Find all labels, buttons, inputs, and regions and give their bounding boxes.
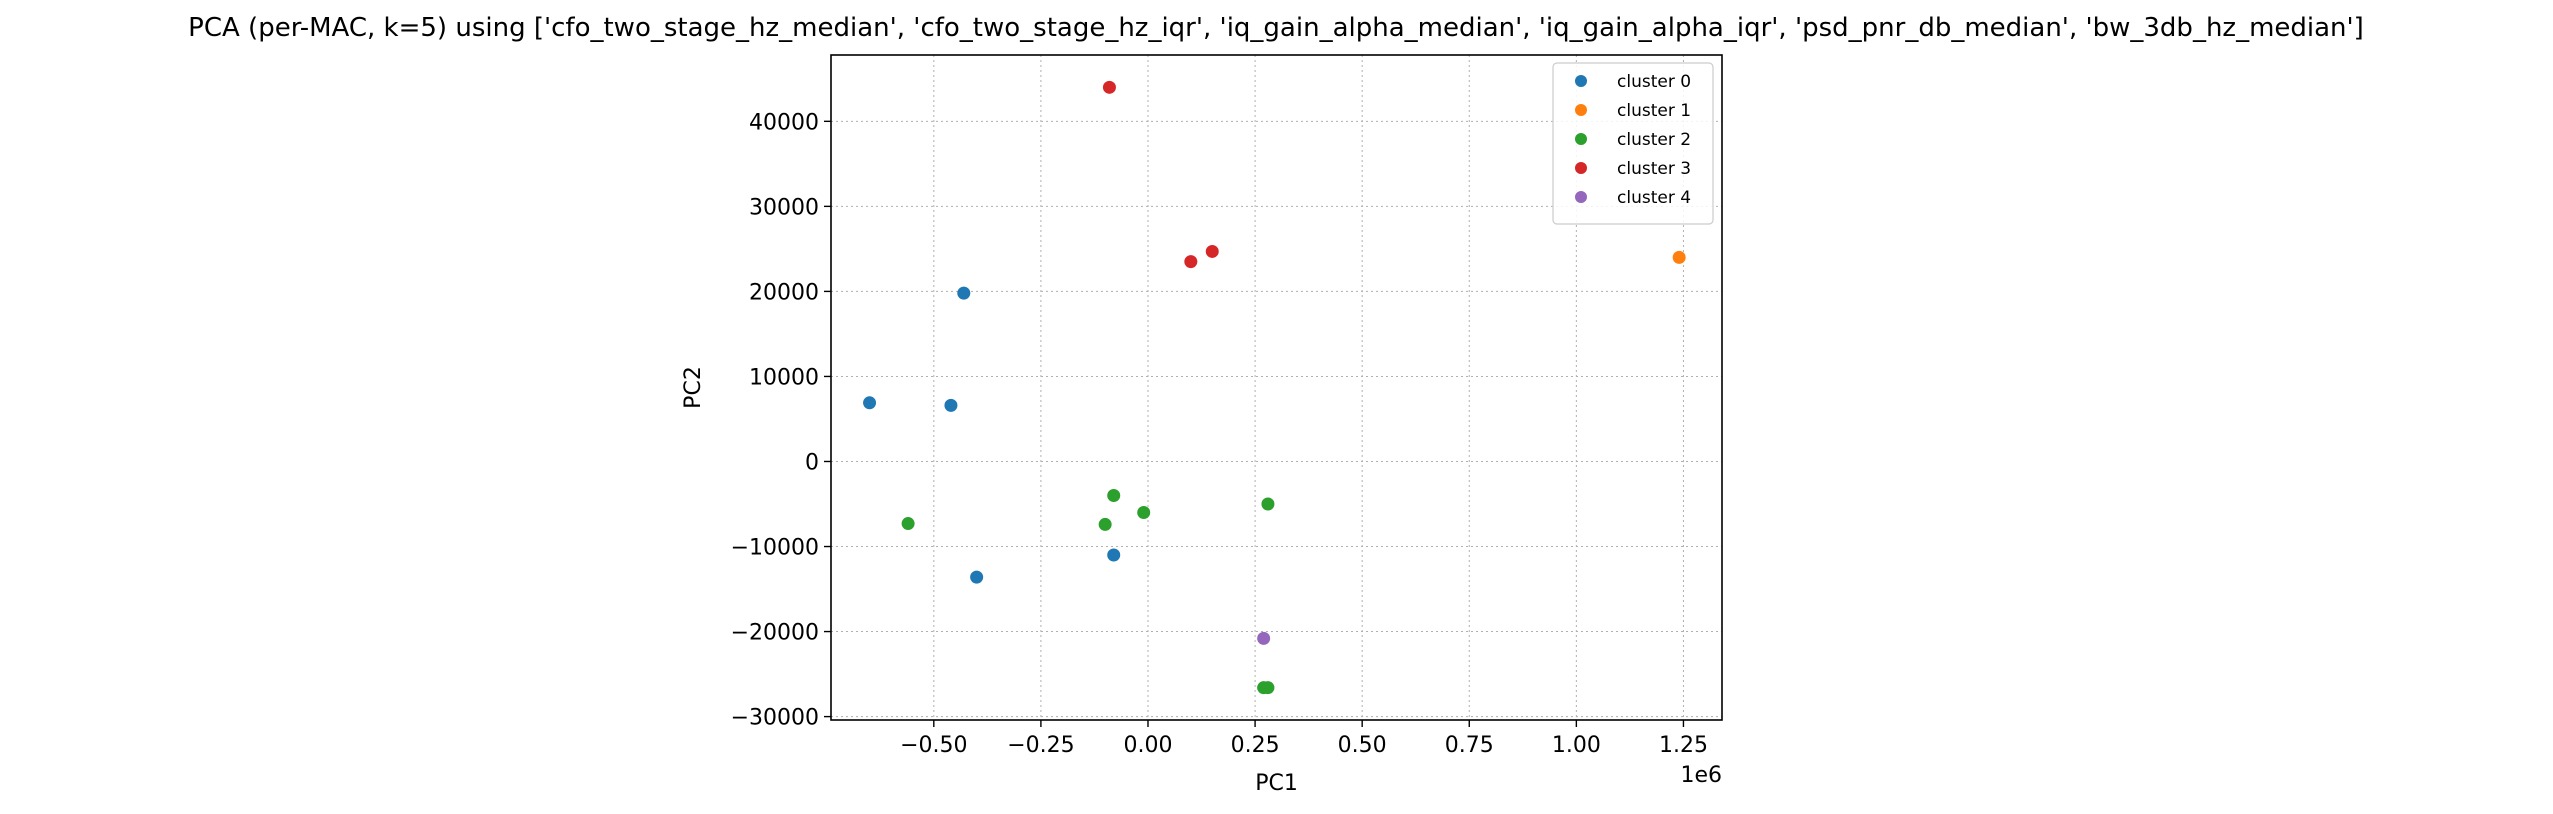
legend-label: cluster 0 <box>1617 72 1691 92</box>
scatter-point-cluster-4 <box>1257 631 1271 645</box>
scatter-point-cluster-0 <box>863 396 877 410</box>
x-axis-label: PC1 <box>1255 771 1298 796</box>
x-tick-label: −0.50 <box>900 733 967 758</box>
y-tick-label: 30000 <box>749 195 819 220</box>
legend-marker <box>1575 191 1587 203</box>
x-tick-label: 0.25 <box>1231 733 1280 758</box>
legend-label: cluster 3 <box>1617 159 1691 179</box>
scatter-point-cluster-0 <box>970 570 984 584</box>
legend-marker <box>1575 104 1587 116</box>
scatter-point-cluster-2 <box>1261 497 1275 511</box>
y-axis-label: PC2 <box>681 366 706 409</box>
legend: cluster 0 cluster 1 cluster 2 cluster 3 clus… <box>1552 62 1714 225</box>
x-tick-label: 0.50 <box>1338 733 1387 758</box>
y-tick-label: 40000 <box>749 110 819 135</box>
y-tick-label: −10000 <box>731 536 819 561</box>
legend-marker <box>1575 162 1587 174</box>
scatter-point-cluster-2 <box>1098 517 1112 531</box>
y-tick-label: −30000 <box>731 706 819 731</box>
scatter-point-cluster-2 <box>1137 506 1151 520</box>
legend-label: cluster 4 <box>1617 188 1691 208</box>
y-tick-label: 10000 <box>749 365 819 390</box>
x-axis-ticks: −0.50 −0.25 0.00 0.25 0.50 0.75 1.00 1.25 <box>900 720 1708 758</box>
legend-box <box>1552 62 1714 225</box>
y-tick-label: 20000 <box>749 280 819 305</box>
y-tick-label: 0 <box>805 450 819 475</box>
legend-label: cluster 1 <box>1617 101 1691 121</box>
legend-marker <box>1575 133 1587 145</box>
x-tick-label: 0.00 <box>1123 733 1172 758</box>
x-tick-label: 1.25 <box>1659 733 1708 758</box>
scatter-point-cluster-0 <box>944 398 958 412</box>
scatter-point-cluster-2 <box>1261 681 1275 695</box>
x-tick-label: 1.00 <box>1552 733 1601 758</box>
x-tick-label: 0.75 <box>1445 733 1494 758</box>
plot-frame <box>830 54 1723 721</box>
scatter-point-cluster-1 <box>1672 250 1686 264</box>
chart-title: PCA (per-MAC, k=5) using ['cfo_two_stage… <box>188 13 2364 43</box>
data-points <box>863 80 1686 695</box>
scatter-point-cluster-3 <box>1205 244 1219 258</box>
x-axis-offset-label: 1e6 <box>1680 763 1722 788</box>
y-axis-ticks: −30000 −20000 −10000 0 10000 20000 30000 40000 <box>731 110 831 731</box>
legend-label: cluster 2 <box>1617 130 1691 150</box>
y-tick-label: −20000 <box>731 621 819 646</box>
x-tick-label: −0.25 <box>1007 733 1074 758</box>
legend-marker <box>1575 75 1587 87</box>
scatter-point-cluster-3 <box>1102 80 1116 94</box>
scatter-point-cluster-2 <box>901 517 915 531</box>
scatter-point-cluster-0 <box>957 286 971 300</box>
scatter-point-cluster-0 <box>1107 548 1121 562</box>
scatter-point-cluster-3 <box>1184 255 1198 269</box>
scatter-point-cluster-2 <box>1107 488 1121 502</box>
